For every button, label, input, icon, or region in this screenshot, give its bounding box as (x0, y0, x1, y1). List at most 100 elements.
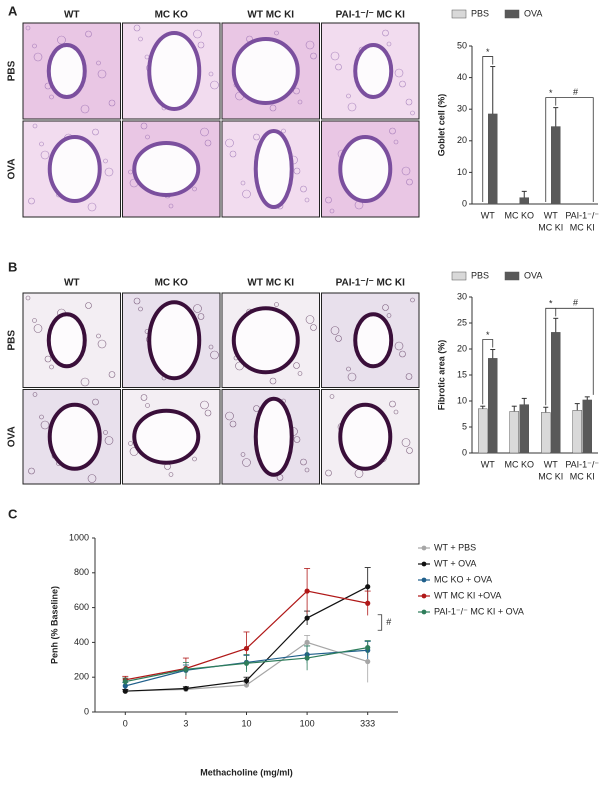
significance-bracket (377, 614, 383, 631)
tissue-dot (208, 344, 214, 350)
y-tick-label: 5 (462, 421, 467, 431)
y-tick-label: 20 (457, 135, 467, 145)
tissue-dot (138, 306, 143, 312)
tissue-dot (240, 180, 246, 186)
airway (253, 129, 294, 209)
tissue-dot (33, 324, 43, 333)
tissue-dot (32, 318, 37, 323)
column-label: WT (64, 10, 80, 21)
row-label: OVA (7, 426, 18, 447)
tissue-dot (128, 441, 133, 446)
legend-label: WT + PBS (434, 542, 476, 552)
airway (253, 396, 294, 477)
x-tick-label: MC KO (504, 459, 534, 469)
tissue-dot (389, 400, 396, 408)
tissue-dot (80, 377, 90, 387)
legend-label: MC KO + OVA (434, 574, 492, 584)
legend-marker (421, 593, 427, 599)
tissue-dot (346, 366, 351, 372)
tissue-dot (44, 355, 52, 363)
tissue-dot (96, 60, 101, 66)
tissue-dot (32, 43, 37, 49)
x-tick-label: WT (544, 459, 558, 469)
significance-mark: * (486, 330, 490, 340)
tissue-dot (335, 335, 342, 342)
tissue-dot (305, 40, 315, 50)
legend-marker (421, 577, 427, 583)
panel-letter: B (8, 259, 17, 274)
tissue-dot (300, 458, 307, 466)
y-tick-label: 600 (74, 602, 89, 612)
tissue-dot (40, 150, 50, 160)
x-axis-label: Methacholine (mg/ml) (200, 767, 293, 777)
tissue-dot (140, 394, 148, 401)
data-point (243, 645, 250, 652)
y-tick-label: 400 (74, 637, 89, 647)
tissue-dot (401, 166, 411, 176)
tissue-dot (293, 362, 300, 369)
tissue-dot (330, 326, 340, 335)
column-label: PAI-1⁻/⁻ MC KI (336, 278, 405, 289)
tissue-dot (145, 134, 150, 140)
tissue-dot (382, 304, 389, 311)
x-tick-label: 0 (123, 718, 128, 728)
y-tick-label: 200 (74, 672, 89, 682)
airway (231, 306, 300, 375)
airway (231, 37, 300, 105)
significance-mark: # (573, 298, 578, 308)
tissue-dot (325, 196, 332, 204)
data-point (304, 615, 310, 621)
x-tick-label: MC KI (570, 471, 595, 481)
tissue-dot (49, 364, 54, 370)
legend-label: OVA (524, 270, 542, 280)
tissue-dot (25, 295, 31, 301)
tissue-dot (393, 139, 399, 145)
column-label: PAI-1⁻/⁻ MC KI (336, 10, 405, 21)
data-point (183, 666, 189, 672)
tissue-dot (274, 30, 279, 36)
tissue-dot (33, 52, 43, 62)
tissue-dot (210, 350, 219, 360)
tissue-dot (225, 411, 234, 421)
y-tick-label: 10 (457, 395, 467, 405)
data-point (365, 600, 371, 606)
tissue-dot (85, 302, 92, 309)
airway (338, 135, 393, 203)
tissue-dot (242, 189, 251, 199)
legend-swatch (451, 271, 467, 281)
tissue-dot (329, 394, 335, 399)
tissue-dot (229, 420, 237, 428)
tissue-dot (305, 315, 315, 324)
tissue-dot (92, 398, 99, 406)
bar (478, 408, 488, 454)
tissue-dot (406, 447, 413, 454)
tissue-dot (297, 371, 303, 376)
tissue-dot (304, 467, 310, 473)
y-tick-label: 1000 (69, 532, 89, 542)
tissue-dot (347, 102, 357, 112)
tissue-dot (108, 99, 116, 107)
y-tick-label: 30 (457, 291, 467, 301)
x-tick-label: WT (481, 459, 495, 469)
tissue-dot (293, 167, 301, 175)
x-tick-label: PAI-1⁻/⁻ (565, 210, 599, 220)
tissue-dot (410, 297, 415, 303)
data-point (243, 660, 250, 666)
tissue-dot (229, 150, 237, 158)
tissue-dot (145, 403, 150, 408)
tissue-dot (304, 197, 310, 203)
tissue-dot (269, 377, 277, 385)
tissue-dot (103, 158, 108, 164)
tissue-dot (25, 25, 31, 31)
y-tick-label: 0 (462, 198, 467, 208)
tissue-dot (406, 178, 413, 186)
tissue-dot (28, 197, 35, 205)
tissue-dot (405, 373, 413, 380)
y-tick-label: 0 (462, 447, 467, 457)
tissue-dot (410, 110, 415, 116)
y-tick-label: 30 (457, 104, 467, 114)
y-tick-label: 40 (457, 72, 467, 82)
tissue-dot (297, 99, 303, 105)
tissue-dot (269, 104, 277, 112)
